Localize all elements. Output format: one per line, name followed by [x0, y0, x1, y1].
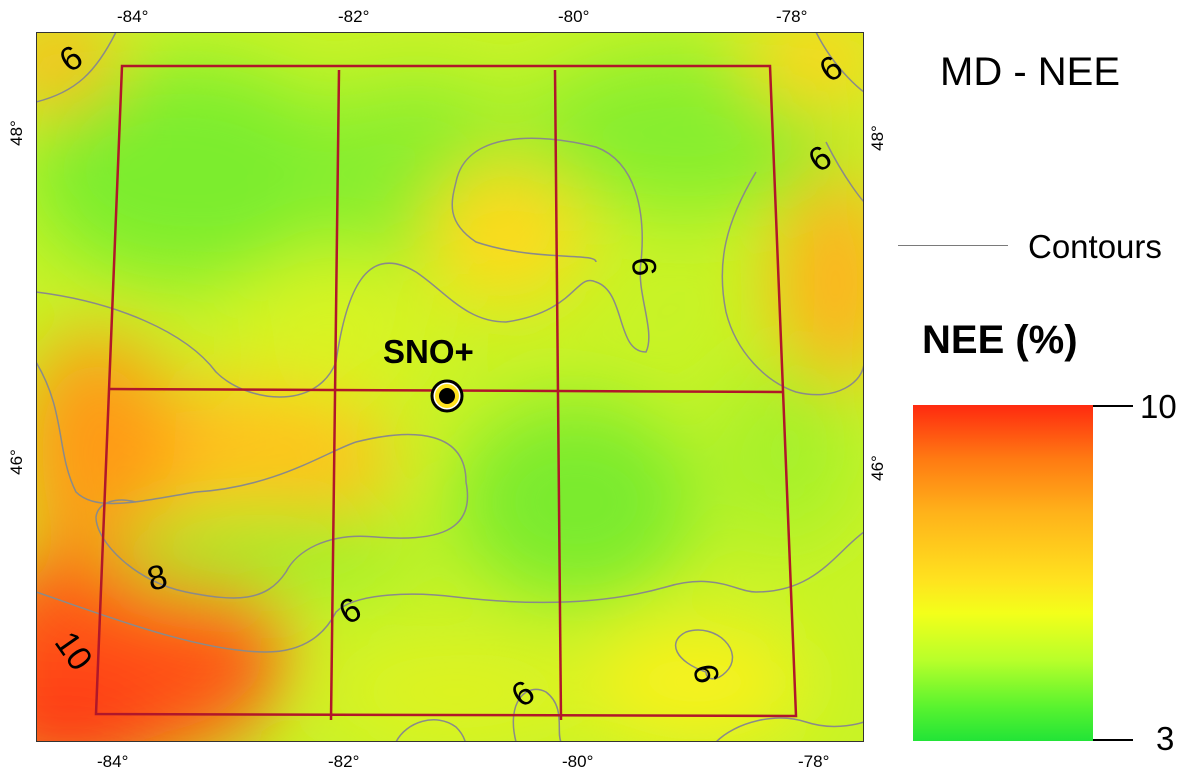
bottom-tick-82w: -82°	[328, 752, 360, 771]
contour-lines	[36, 32, 864, 742]
map-panel: 6 6 6 9 8 6 10 6 9 SNO+	[36, 32, 864, 742]
color-scale-min-label: 3	[1156, 720, 1175, 757]
top-tick-82w: -82°	[338, 7, 370, 26]
contour-legend-swatch	[898, 245, 1008, 246]
top-tick-78w: -78°	[776, 7, 808, 26]
top-tick-84w: -84°	[117, 7, 149, 26]
sno-site-marker	[430, 379, 464, 413]
grid-outline	[94, 64, 798, 718]
left-tick-48n: 48°	[6, 120, 26, 146]
map-frame	[36, 32, 864, 742]
grid-vline-2	[553, 69, 563, 721]
bottom-tick-80w: -80°	[562, 752, 594, 771]
color-scale-bar	[913, 405, 1093, 741]
color-scale-title: NEE (%)	[922, 318, 1078, 362]
right-tick-48n: 48°	[867, 125, 887, 151]
bottom-tick-84w: -84°	[97, 752, 129, 771]
site-label: SNO+	[383, 333, 474, 370]
top-tick-80w: -80°	[558, 7, 590, 26]
color-scale-tick-max	[1093, 405, 1133, 407]
nee-heatmap	[36, 32, 864, 742]
bottom-tick-78w: -78°	[798, 752, 830, 771]
right-tick-46n: 46°	[867, 455, 887, 481]
grid-vline-1	[329, 69, 341, 721]
contour-legend-label: Contours	[1028, 228, 1162, 265]
color-scale-max-label: 10	[1140, 388, 1177, 425]
contour-label: 9	[625, 255, 665, 278]
map-title: MD - NEE	[940, 50, 1120, 94]
heat-field	[36, 32, 864, 742]
left-tick-46n: 46°	[6, 449, 26, 475]
color-scale-tick-min	[1093, 739, 1133, 741]
